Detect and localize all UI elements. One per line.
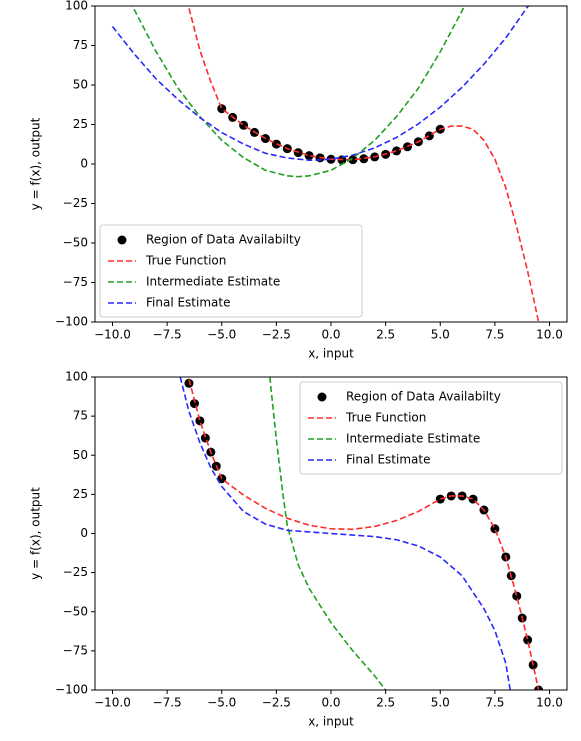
y-tick-label: −100: [55, 315, 88, 329]
legend-marker: [317, 392, 327, 402]
legend-label: Region of Data Availabilty: [346, 390, 501, 404]
y-tick-label: 50: [73, 78, 88, 92]
x-tick-label: 10.0: [536, 696, 563, 710]
legend-label: True Function: [145, 254, 226, 268]
legend-label: Intermediate Estimate: [146, 275, 280, 289]
legend-box: [99, 224, 363, 318]
y-tick-label: 75: [73, 409, 88, 423]
x-axis-label: x, input: [308, 347, 354, 361]
y-tick-label: −50: [63, 604, 88, 618]
data-point: [512, 591, 522, 601]
x-axis-label: x, input: [308, 715, 354, 729]
x-tick-label: 0.0: [321, 328, 340, 342]
y-tick-label: 100: [65, 370, 88, 384]
x-tick-label: 5.0: [431, 696, 450, 710]
y-tick-label: −25: [63, 565, 88, 579]
line-series: [111, 6, 531, 162]
line-series: [269, 377, 387, 690]
data-point: [359, 154, 369, 164]
x-tick-label: −10.0: [94, 328, 131, 342]
x-tick-label: 2.5: [376, 696, 395, 710]
line-series: [179, 377, 511, 690]
y-tick-label: −75: [63, 643, 88, 657]
legend-marker: [117, 235, 127, 245]
x-tick-label: 7.5: [485, 696, 504, 710]
data-point: [200, 433, 210, 443]
x-tick-label: 2.5: [376, 328, 395, 342]
x-tick-label: −7.5: [153, 696, 182, 710]
legend-label: True Function: [345, 411, 426, 425]
data-point: [271, 139, 281, 149]
y-axis-label: y = f(x), output: [29, 117, 43, 210]
y-axis-label: y = f(x), output: [29, 487, 43, 580]
line-series: [131, 6, 466, 178]
y-tick-label: 50: [73, 448, 88, 462]
data-point: [348, 155, 358, 165]
data-point: [523, 635, 533, 645]
data-point: [184, 378, 194, 388]
y-tick-label: 25: [73, 487, 88, 501]
data-point: [424, 131, 434, 141]
y-tick-label: 25: [73, 117, 88, 131]
line-series: [187, 6, 540, 322]
data-point: [195, 416, 205, 426]
x-tick-label: 0.0: [321, 696, 340, 710]
y-tick-label: 100: [65, 0, 88, 13]
data-point: [304, 151, 314, 161]
legend-label: Final Estimate: [146, 296, 230, 310]
y-tick-label: −100: [55, 683, 88, 697]
y-tick-label: 0: [80, 526, 88, 540]
legend-label: Region of Data Availabilty: [146, 233, 301, 247]
y-tick-label: −75: [63, 275, 88, 289]
y-tick-label: 0: [80, 157, 88, 171]
data-point: [435, 494, 445, 504]
axes: −10.0 −7.5 −5.0 −2.5 0.0 2.5 5.0 7.5 10.0 −100 −75…: [29, 370, 568, 729]
plot-area: [111, 6, 540, 322]
legend: Region of Data Availabilty True Function I…: [299, 381, 563, 475]
x-tick-label: 7.5: [485, 328, 504, 342]
x-tick-label: −10.0: [94, 696, 131, 710]
data-point: [392, 146, 402, 156]
legend-label: Final Estimate: [346, 453, 430, 467]
axes: −10.0 −7.5 −5.0 −2.5 0.0 2.5 5.0 7.5 10.0 −100 −75…: [29, 0, 568, 361]
line-series: [187, 377, 540, 690]
legend-box: [299, 381, 563, 475]
x-tick-label: −5.0: [207, 328, 236, 342]
y-tick-label: −25: [63, 196, 88, 210]
y-tick-label: 75: [73, 38, 88, 52]
y-tick-label: −50: [63, 236, 88, 250]
legend-label: Intermediate Estimate: [346, 432, 480, 446]
plot-area: [179, 377, 544, 690]
x-tick-label: 10.0: [536, 328, 563, 342]
x-tick-label: −5.0: [207, 696, 236, 710]
data-point: [490, 524, 500, 534]
legend: Region of Data Availabilty True Function I…: [99, 224, 363, 318]
x-tick-label: 5.0: [431, 328, 450, 342]
x-tick-label: −2.5: [262, 696, 291, 710]
x-tick-label: −2.5: [262, 328, 291, 342]
x-tick-label: −7.5: [153, 328, 182, 342]
